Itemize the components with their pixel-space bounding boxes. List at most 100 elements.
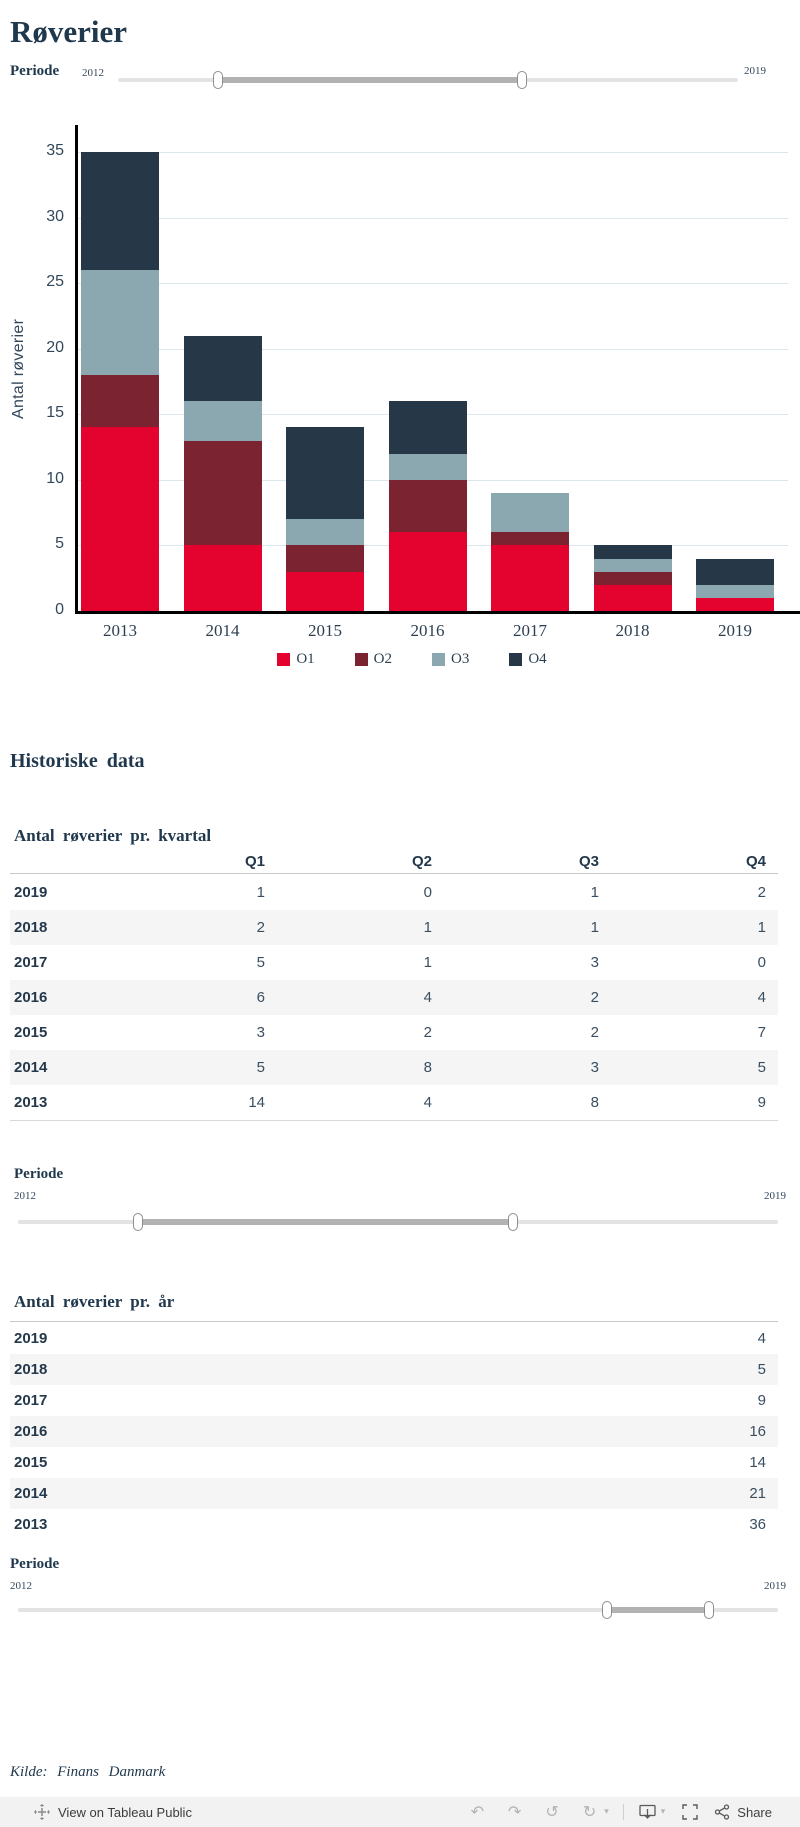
download-icon[interactable] [638,1803,657,1821]
bar-2016[interactable] [388,125,467,611]
table-cell[interactable]: 9 [757,1094,766,1111]
table-cell[interactable]: 21 [749,1485,766,1502]
slider-track[interactable] [18,1608,778,1612]
row-year-label[interactable]: 2013 [14,1094,48,1111]
bar-segment-2013-o1[interactable] [81,427,159,611]
table-cell[interactable]: 1 [590,884,599,901]
slider-handle-right[interactable] [703,1601,714,1619]
column-header-q2[interactable]: Q2 [411,853,432,870]
share-button[interactable]: Share [713,1803,772,1821]
bar-segment-2018-o3[interactable] [593,558,672,572]
row-year-label[interactable]: 2018 [14,1361,48,1378]
bar-segment-2016-o4[interactable] [388,401,467,454]
table-cell[interactable]: 9 [757,1392,766,1409]
table-cell[interactable]: 4 [423,989,432,1006]
period-slider[interactable] [118,71,738,89]
table-cell[interactable]: 2 [590,1024,599,1041]
bar-2019[interactable] [696,125,774,611]
bar-segment-2019-o1[interactable] [696,597,774,611]
bar-segment-2013-o4[interactable] [81,152,159,271]
bar-2013[interactable] [81,125,159,611]
table-cell[interactable]: 36 [749,1516,766,1533]
row-year-label[interactable]: 2016 [14,1423,48,1440]
bar-segment-2014-o4[interactable] [183,335,262,402]
table-cell[interactable]: 5 [256,1059,265,1076]
bar-segment-2017-o1[interactable] [491,545,569,611]
column-header-q3[interactable]: Q3 [578,853,599,870]
table-cell[interactable]: 2 [256,919,265,936]
bar-segment-2013-o2[interactable] [81,374,159,428]
table-cell[interactable]: 5 [757,1059,766,1076]
row-year-label[interactable]: 2016 [14,989,48,1006]
row-year-label[interactable]: 2018 [14,919,48,936]
row-year-label[interactable]: 2017 [14,1392,48,1409]
bar-segment-2015-o4[interactable] [286,427,364,520]
table-cell[interactable]: 7 [757,1024,766,1041]
slider-handle-left[interactable] [602,1601,612,1619]
bar-segment-2019-o4[interactable] [696,558,774,585]
redo-icon[interactable]: ↷ [508,1802,522,1821]
bar-segment-2015-o1[interactable] [286,571,364,611]
row-year-label[interactable]: 2019 [14,884,48,901]
table-cell[interactable]: 1 [757,919,766,936]
table-cell[interactable]: 1 [423,919,432,936]
row-year-label[interactable]: 2015 [14,1024,48,1041]
table-cell[interactable]: 1 [256,884,265,901]
slider-handle-left[interactable] [133,1213,144,1231]
caret-down-icon[interactable]: ▾ [604,1806,609,1817]
bar-segment-2016-o3[interactable] [388,453,467,480]
table-cell[interactable]: 16 [749,1423,766,1440]
table-cell[interactable]: 5 [256,954,265,971]
table-cell[interactable]: 1 [423,954,432,971]
table-cell[interactable]: 1 [590,919,599,936]
slider-handle-right[interactable] [507,1213,518,1231]
row-year-label[interactable]: 2015 [14,1454,48,1471]
table-cell[interactable]: 8 [590,1094,599,1111]
bar-segment-2014-o2[interactable] [183,440,262,546]
bar-segment-2017-o3[interactable] [491,493,569,533]
table-cell[interactable]: 5 [757,1361,766,1378]
legend-item-o3[interactable]: O3 [432,651,469,668]
fullscreen-icon[interactable] [681,1803,699,1821]
column-header-q1[interactable]: Q1 [244,853,265,870]
bar-segment-2015-o3[interactable] [286,519,364,546]
period-slider[interactable] [18,1601,778,1619]
slider-selected-range[interactable] [607,1607,709,1613]
view-on-tableau-link[interactable]: View on Tableau Public [34,1804,192,1820]
legend-item-o1[interactable]: O1 [277,651,315,668]
row-year-label[interactable]: 2013 [14,1516,48,1533]
legend-item-o2[interactable]: O2 [354,651,392,668]
refresh-icon[interactable]: ↻ [582,1802,597,1821]
table-cell[interactable]: 3 [590,1059,599,1076]
table-cell[interactable]: 2 [423,1024,432,1041]
bar-segment-2016-o2[interactable] [388,479,467,533]
bar-2018[interactable] [593,125,672,611]
bar-segment-2018-o4[interactable] [593,545,672,559]
bar-segment-2019-o3[interactable] [696,584,774,598]
table-cell[interactable]: 3 [256,1024,265,1041]
table-cell[interactable]: 14 [749,1454,766,1471]
table-cell[interactable]: 14 [248,1094,265,1111]
bar-2017[interactable] [491,125,569,611]
slider-selected-range[interactable] [218,77,522,83]
slider-handle-right[interactable] [516,71,527,89]
legend-item-o4[interactable]: O4 [509,651,547,668]
bar-segment-2017-o2[interactable] [491,532,569,546]
table-cell[interactable]: 0 [757,954,766,971]
bar-segment-2015-o2[interactable] [286,545,364,572]
row-year-label[interactable]: 2019 [14,1330,48,1347]
bar-2014[interactable] [183,125,262,611]
bar-segment-2018-o2[interactable] [593,571,672,585]
slider-selected-range[interactable] [138,1219,513,1225]
row-year-label[interactable]: 2017 [14,954,48,971]
table-cell[interactable]: 2 [757,884,766,901]
bar-segment-2016-o1[interactable] [388,532,467,611]
table-cell[interactable]: 4 [757,989,766,1006]
slider-handle-left[interactable] [213,71,224,89]
undo-icon[interactable]: ↶ [470,1802,485,1821]
bar-segment-2018-o1[interactable] [593,584,672,611]
row-year-label[interactable]: 2014 [14,1059,48,1076]
row-year-label[interactable]: 2014 [14,1485,48,1502]
column-header-q4[interactable]: Q4 [745,853,766,870]
table-cell[interactable]: 8 [423,1059,432,1076]
